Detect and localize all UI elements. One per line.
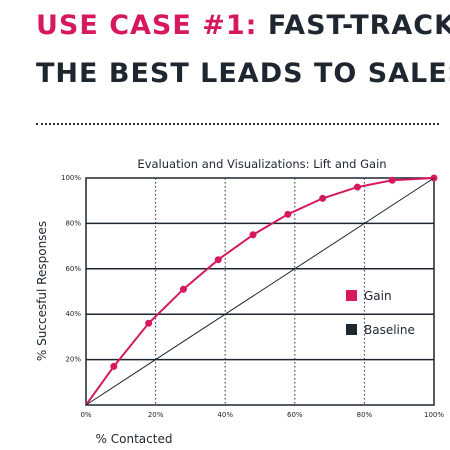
legend: Gain Baseline <box>346 289 415 337</box>
gain-point <box>284 210 292 218</box>
legend-label-baseline: Baseline <box>364 323 415 337</box>
gain-point <box>353 183 361 191</box>
gain-point <box>388 176 396 184</box>
x-tick-label: 40% <box>217 411 233 419</box>
gain-point <box>319 194 327 202</box>
baseline-line <box>85 177 435 406</box>
gain-point <box>145 319 153 327</box>
dotted-divider <box>36 123 439 125</box>
x-tick-label: 0% <box>80 411 91 419</box>
x-tick-label: 80% <box>357 411 373 419</box>
chart-title: Evaluation and Visualizations: Lift and … <box>137 157 386 171</box>
y-axis-label: % Succesful Responses <box>35 221 49 361</box>
x-tick-label: 20% <box>148 411 164 419</box>
x-axis-label: % Contacted <box>96 432 173 446</box>
legend-label-gain: Gain <box>364 289 392 303</box>
plot-frame <box>85 177 435 406</box>
gain-point <box>249 231 257 239</box>
legend-swatch-baseline <box>346 324 357 335</box>
gain-point <box>179 285 187 293</box>
gain-point <box>110 362 118 370</box>
legend-swatch-gain <box>346 290 357 301</box>
x-tick-label: 100% <box>424 411 444 419</box>
heading-rest: FAST-TRACK <box>257 10 450 41</box>
gain-point <box>214 256 222 264</box>
y-tick-label: 100% <box>61 174 81 182</box>
series <box>85 174 438 406</box>
y-tick-label: 80% <box>65 219 81 227</box>
heading-accent: USE CASE #1: <box>36 10 258 41</box>
y-tick-label: 60% <box>65 265 81 273</box>
tick-labels: 20% 40% 60% 80% 100% 0% 20% 40% 60% 80% 100% <box>61 174 444 419</box>
page-heading-line-1: USE CASE #1: FAST-TRACK <box>36 10 450 42</box>
page-heading-line-2: THE BEST LEADS TO SALES <box>36 58 450 89</box>
x-tick-label: 60% <box>287 411 303 419</box>
y-tick-label: 40% <box>65 310 81 318</box>
y-tick-label: 20% <box>65 356 81 364</box>
grid <box>86 178 434 405</box>
